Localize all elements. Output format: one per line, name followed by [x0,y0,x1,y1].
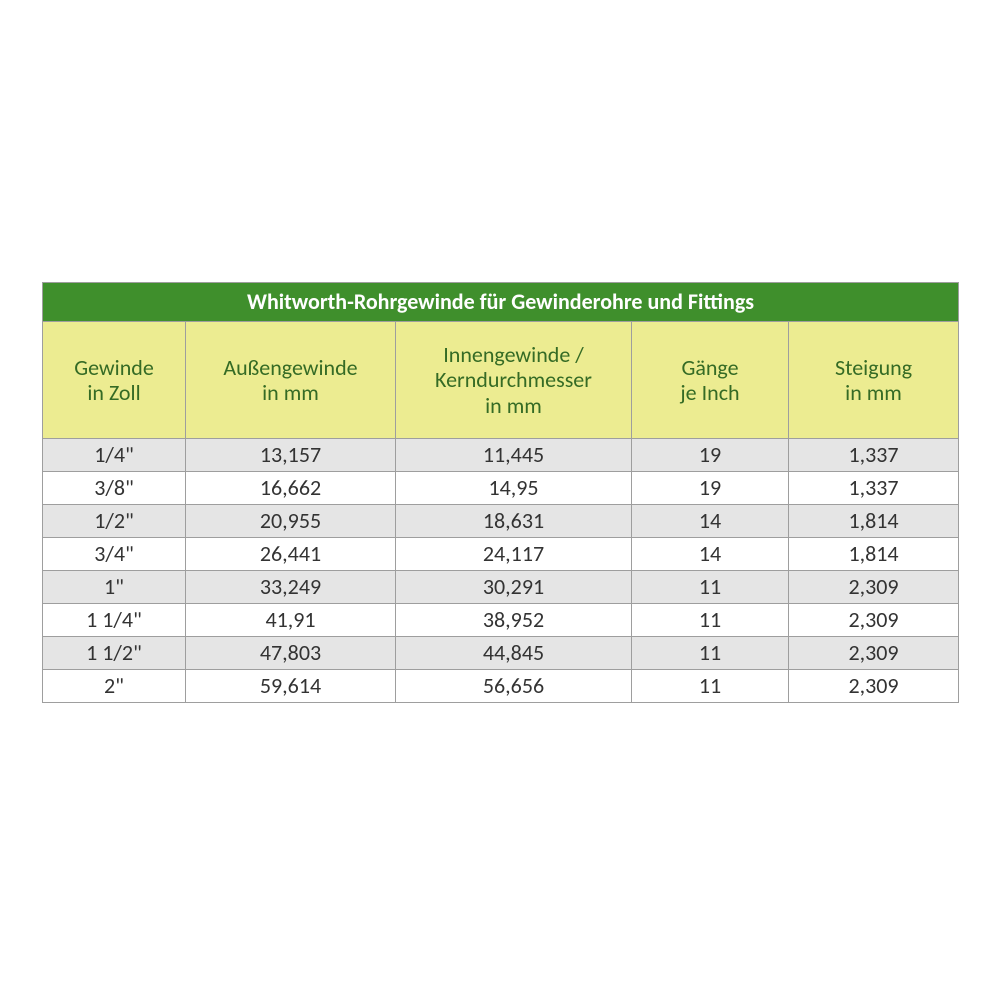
cell: 1/2" [43,505,186,538]
cell: 1,337 [789,472,959,505]
cell: 3/8" [43,472,186,505]
cell: 1/4" [43,439,186,472]
table-row: 1"33,24930,291112,309 [43,571,959,604]
cell: 14,95 [396,472,632,505]
cell: 2,309 [789,637,959,670]
table-body: 1/4"13,15711,445191,337 3/8"16,66214,951… [43,439,959,703]
col-header-2-l2: Kerndurchmesser [435,366,592,393]
cell: 30,291 [396,571,632,604]
col-header-1-l1: Außengewinde [223,354,357,381]
cell: 44,845 [396,637,632,670]
cell: 47,803 [186,637,396,670]
cell: 19 [632,472,789,505]
col-header-2-l1: Innengewinde / [443,341,584,368]
cell: 2,309 [789,670,959,703]
col-header-0: Gewinde in Zoll [43,322,186,439]
col-header-2-l3: in mm [485,392,542,419]
cell: 3/4" [43,538,186,571]
cell: 20,955 [186,505,396,538]
cell: 11 [632,637,789,670]
cell: 14 [632,505,789,538]
col-header-0-l2: in Zoll [87,379,140,406]
col-header-1: Außengewinde in mm [186,322,396,439]
table-row: 1/4"13,15711,445191,337 [43,439,959,472]
cell: 38,952 [396,604,632,637]
cell: 1" [43,571,186,604]
cell: 13,157 [186,439,396,472]
col-header-4: Steigung in mm [789,322,959,439]
cell: 2" [43,670,186,703]
cell: 11,445 [396,439,632,472]
cell: 11 [632,604,789,637]
cell: 1 1/4" [43,604,186,637]
cell: 1 1/2" [43,637,186,670]
table-row: 3/8"16,66214,95191,337 [43,472,959,505]
cell: 19 [632,439,789,472]
table-row: 3/4"26,44124,117141,814 [43,538,959,571]
cell: 11 [632,571,789,604]
cell: 41,91 [186,604,396,637]
table-row: 2"59,61456,656112,309 [43,670,959,703]
cell: 1,814 [789,538,959,571]
cell: 59,614 [186,670,396,703]
table-row: 1 1/4"41,9138,952112,309 [43,604,959,637]
cell: 1,814 [789,505,959,538]
whitworth-thread-table: Whitworth-Rohrgewinde für Gewinderohre u… [42,282,959,703]
table-row: 1/2"20,95518,631141,814 [43,505,959,538]
col-header-0-l1: Gewinde [74,354,154,381]
cell: 14 [632,538,789,571]
cell: 11 [632,670,789,703]
cell: 24,117 [396,538,632,571]
cell: 18,631 [396,505,632,538]
col-header-3-l1: Gänge [681,354,738,381]
col-header-3-l2: je Inch [680,379,739,406]
cell: 2,309 [789,604,959,637]
cell: 56,656 [396,670,632,703]
cell: 33,249 [186,571,396,604]
header-row: Gewinde in Zoll Außengewinde in mm Innen… [43,322,959,439]
col-header-1-l2: in mm [262,379,319,406]
table-title: Whitworth-Rohrgewinde für Gewinderohre u… [43,283,959,322]
cell: 16,662 [186,472,396,505]
title-row: Whitworth-Rohrgewinde für Gewinderohre u… [43,283,959,322]
col-header-4-l1: Steigung [835,354,912,381]
cell: 26,441 [186,538,396,571]
col-header-4-l2: in mm [845,379,902,406]
col-header-2: Innengewinde / Kerndurchmesser in mm [396,322,632,439]
col-header-3: Gänge je Inch [632,322,789,439]
cell: 2,309 [789,571,959,604]
cell: 1,337 [789,439,959,472]
thread-table-container: Whitworth-Rohrgewinde für Gewinderohre u… [42,282,958,703]
table-row: 1 1/2"47,80344,845112,309 [43,637,959,670]
